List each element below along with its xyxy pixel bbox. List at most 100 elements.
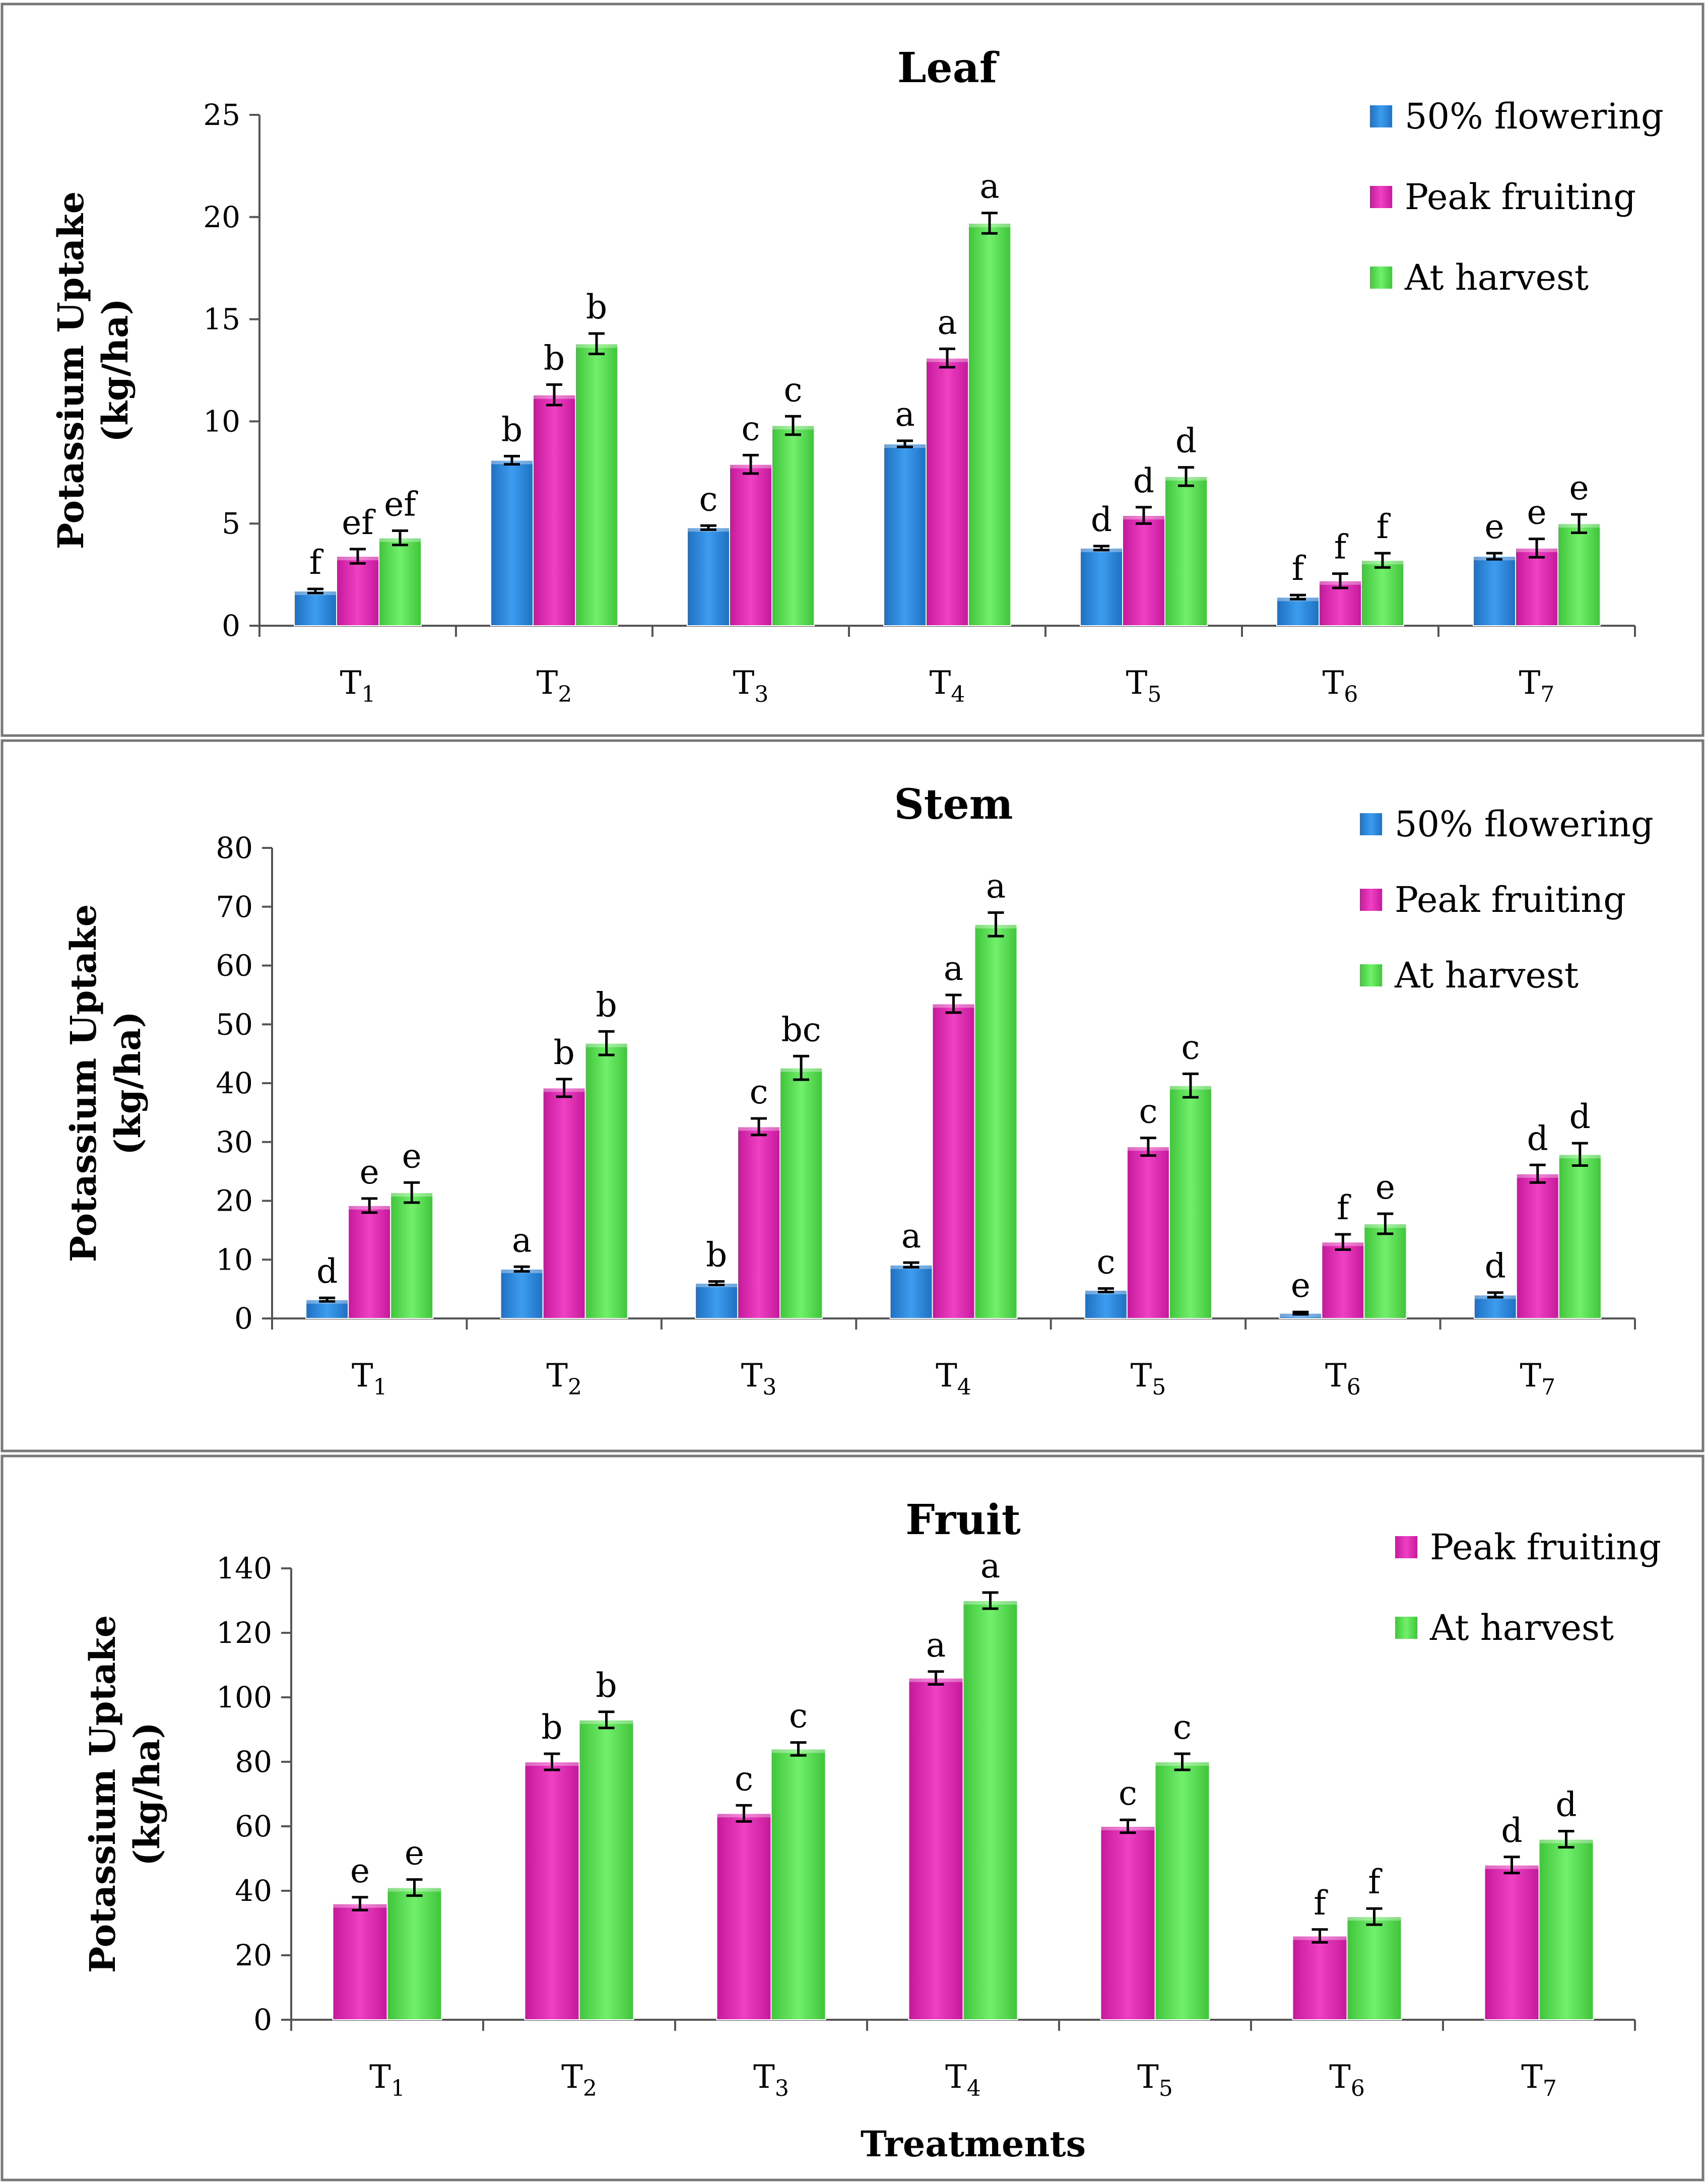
- category-label-base: T: [1521, 2059, 1543, 2096]
- panel-border: [1, 1454, 1704, 2181]
- significance-letter: f: [1314, 1884, 1328, 1923]
- legend-item: At harvest: [1369, 257, 1589, 298]
- category-label-base: T: [340, 665, 362, 702]
- category-label-base: T: [1323, 665, 1344, 702]
- legend-label: 50% flowering: [1395, 804, 1654, 845]
- category-label-subscript: 6: [1351, 2076, 1365, 2101]
- significance-letter: f: [1368, 1863, 1383, 1901]
- category-label-subscript: 6: [1347, 1374, 1361, 1400]
- significance-letter: bc: [781, 1010, 821, 1049]
- bar: [578, 1719, 634, 2021]
- bar: [533, 394, 576, 626]
- significance-letter: b: [596, 1666, 617, 1705]
- significance-letter: a: [979, 167, 999, 206]
- significance-letter: c: [784, 370, 803, 409]
- significance-letter: e: [1291, 1266, 1310, 1305]
- y-axis-label-line: (kg/ha): [126, 1722, 168, 1866]
- bar: [1363, 1223, 1407, 1319]
- category-label-base: T: [1520, 1357, 1541, 1395]
- bar: [695, 1282, 739, 1319]
- significance-letter: e: [1569, 469, 1589, 507]
- bar: [716, 1813, 772, 2020]
- category-label-base: T: [733, 665, 755, 702]
- y-tick-label: 80: [216, 831, 253, 865]
- significance-letter: f: [1334, 528, 1349, 567]
- significance-letter: d: [1485, 1247, 1506, 1286]
- legend-item: Peak fruiting: [1369, 176, 1636, 218]
- legend-item: Peak fruiting: [1359, 879, 1626, 920]
- legend-item: At harvest: [1394, 1607, 1614, 1648]
- significance-letter: c: [735, 1759, 753, 1798]
- category-label-base: T: [1131, 1357, 1152, 1395]
- significance-letter: f: [309, 543, 324, 582]
- panel-border: [1, 3, 1704, 737]
- chart-title: Fruit: [905, 1496, 1021, 1544]
- category-label-subscript: 5: [1152, 1374, 1166, 1400]
- bar: [386, 1887, 442, 2021]
- bar: [1122, 514, 1165, 627]
- significance-letter: d: [1091, 500, 1112, 539]
- significance-letter: c: [699, 480, 718, 518]
- category-label-subscript: 7: [1543, 2076, 1557, 2101]
- category-label-subscript: 5: [1147, 682, 1161, 707]
- category-label: T3: [741, 1357, 777, 1400]
- bar: [962, 1600, 1018, 2020]
- panel-border: [1, 739, 1704, 1452]
- y-tick-label: 0: [253, 2003, 272, 2037]
- bar: [332, 1903, 388, 2021]
- y-tick-label: 100: [216, 1680, 272, 1714]
- y-axis-label-line: (kg/ha): [94, 298, 136, 442]
- category-label-subscript: 1: [391, 2076, 405, 2101]
- significance-letter: e: [1527, 493, 1546, 532]
- bar: [1515, 547, 1558, 626]
- legend-swatch: [1369, 185, 1393, 209]
- legend-swatch: [1359, 812, 1383, 836]
- category-label-base: T: [1519, 665, 1541, 702]
- bar: [294, 590, 337, 626]
- y-axis-label-line: Potassium Uptake: [50, 191, 92, 550]
- y-tick-label: 30: [216, 1125, 253, 1159]
- significance-letter: d: [1133, 461, 1154, 500]
- category-label: T6: [1325, 1357, 1361, 1400]
- bar: [524, 1761, 580, 2020]
- significance-letter: c: [750, 1073, 768, 1111]
- significance-letter: a: [901, 1217, 921, 1255]
- chart-fruit: Fruit Potassium Uptake(kg/ha) 0 20 40 60 80 100…: [1, 1454, 1704, 2181]
- significance-letter: b: [586, 288, 607, 326]
- significance-letter: d: [316, 1252, 338, 1291]
- category-label-base: T: [1126, 665, 1148, 702]
- y-tick-label: 50: [216, 1007, 253, 1041]
- y-tick-label: 80: [235, 1745, 272, 1779]
- category-label: T5: [1126, 665, 1162, 707]
- y-tick-label: 0: [234, 1301, 253, 1336]
- legend-swatch: [1394, 1616, 1418, 1640]
- significance-letter: c: [1096, 1242, 1115, 1281]
- significance-letter: ef: [342, 503, 376, 542]
- category-label-subscript: 5: [1159, 2076, 1173, 2101]
- category-label-subscript: 2: [558, 682, 572, 707]
- category-label-subscript: 4: [957, 1374, 971, 1400]
- legend-item: 50% flowering: [1359, 804, 1654, 845]
- category-label-base: T: [537, 665, 558, 702]
- y-tick-label: 25: [203, 98, 240, 132]
- significance-letter: d: [1527, 1119, 1548, 1158]
- bar: [390, 1192, 434, 1319]
- bar: [1538, 1838, 1594, 2021]
- category-label-subscript: 1: [361, 682, 375, 707]
- category-label-subscript: 6: [1344, 682, 1358, 707]
- category-label-subscript: 3: [775, 2076, 789, 2101]
- category-label-base: T: [1137, 2059, 1159, 2096]
- bar: [908, 1677, 964, 2021]
- significance-letter: f: [1376, 507, 1391, 546]
- significance-letter: a: [895, 395, 914, 434]
- legend-label: 50% flowering: [1405, 96, 1664, 137]
- category-label-base: T: [930, 665, 951, 702]
- category-label: T3: [733, 665, 769, 707]
- category-label-subscript: 7: [1541, 1374, 1555, 1400]
- chart-title: Stem: [894, 780, 1013, 829]
- category-label-base: T: [546, 1357, 568, 1395]
- significance-letter: d: [1555, 1785, 1577, 1824]
- bar: [1276, 597, 1320, 626]
